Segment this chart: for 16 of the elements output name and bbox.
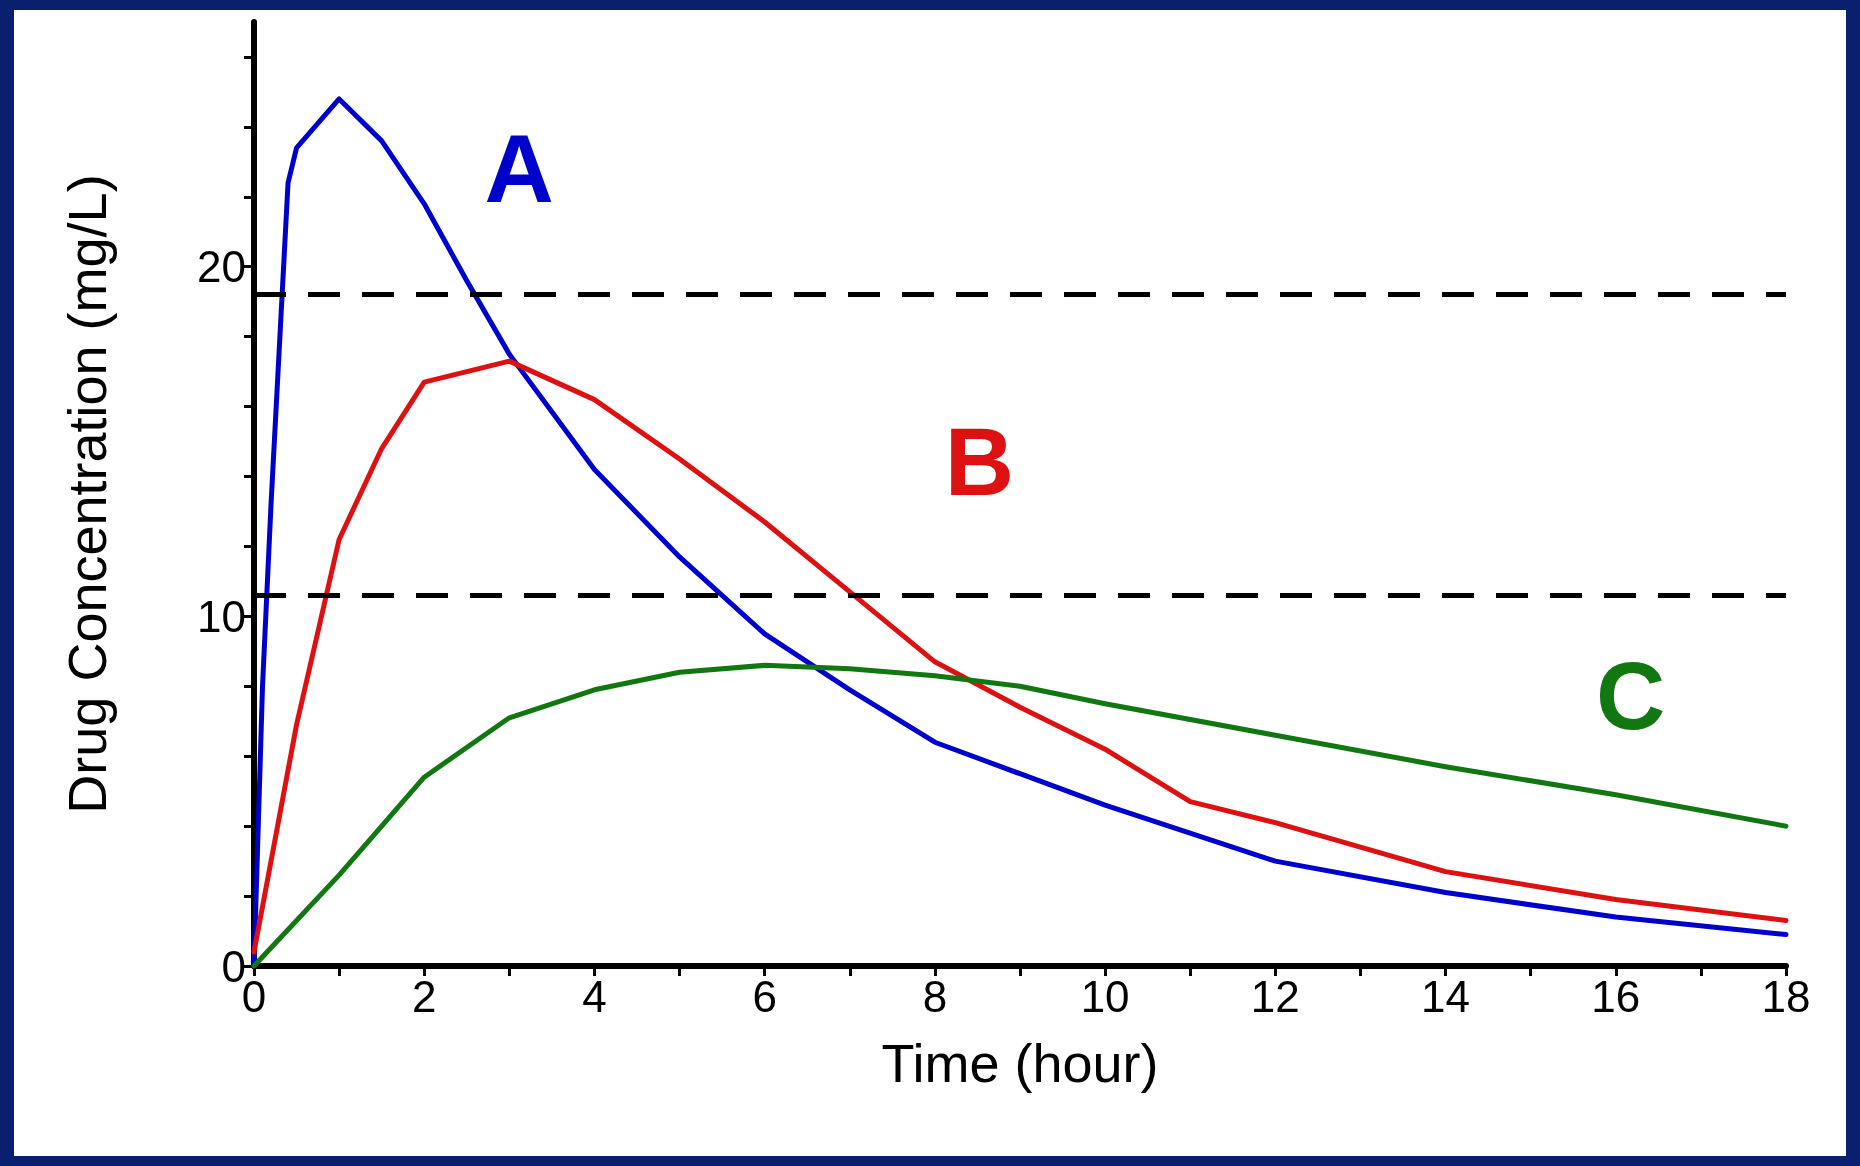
y-tick-label: 10 [197,591,246,641]
y-tick-label: 20 [197,242,246,292]
x-tick-label: 8 [922,971,948,1021]
x-tick-label: 10 [1080,971,1130,1021]
series-label: A [484,115,554,223]
x-axis-title: Time (hour) [881,1033,1159,1093]
x-tick-label: 18 [1761,971,1811,1021]
series-label: C [1596,641,1666,749]
x-tick-label: 2 [411,971,437,1021]
x-tick-label: 14 [1421,971,1471,1021]
x-tick-label: 16 [1591,971,1641,1021]
x-tick-label: 4 [582,971,607,1021]
x-tick-label: 12 [1250,971,1300,1021]
y-axis-title: Drug Concentration (mg/L) [57,174,117,814]
series-label: B [944,407,1014,515]
x-tick-label: 6 [752,971,777,1021]
